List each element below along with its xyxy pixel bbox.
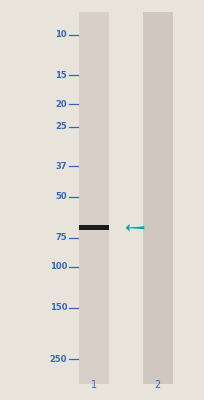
Text: 10: 10 [55,30,67,39]
Bar [79,225,109,230]
Text: 20: 20 [55,100,67,109]
Text: 25: 25 [55,122,67,132]
Text: 2: 2 [154,380,160,390]
Text: 250: 250 [49,355,67,364]
Text: 37: 37 [55,162,67,171]
Text: 15: 15 [55,71,67,80]
Bar [79,12,109,384]
Text: 1: 1 [91,380,97,390]
Text: 75: 75 [55,233,67,242]
Text: 150: 150 [49,303,67,312]
Bar [142,12,172,384]
Text: 100: 100 [50,262,67,271]
Text: 50: 50 [55,192,67,201]
